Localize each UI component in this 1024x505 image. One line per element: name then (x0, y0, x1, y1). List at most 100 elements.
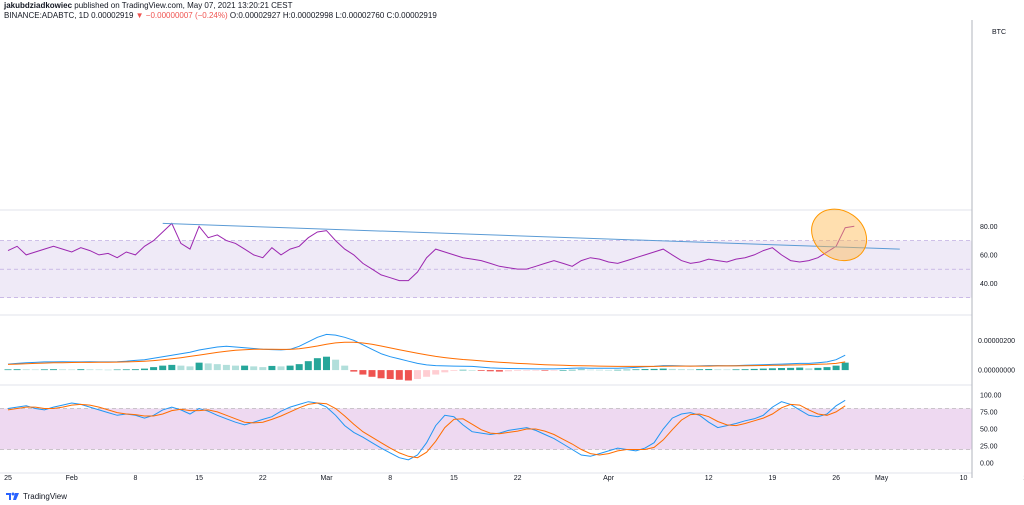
macd-histogram-bar (832, 365, 840, 371)
macd-histogram-bar (404, 370, 412, 381)
change-value: −0.00000007 (−0.24%) (145, 11, 228, 20)
macd-histogram-bar (286, 365, 294, 371)
macd-histogram-bar (778, 368, 785, 371)
highlight-ellipse (811, 208, 868, 262)
macd-histogram-bar (213, 364, 221, 371)
time-tick-label: 15 (450, 475, 458, 482)
time-tick-label: 25 (4, 475, 12, 482)
macd-histogram-bar (295, 364, 303, 371)
symbol-label: BINANCE:ADABTC, 1D (4, 11, 89, 20)
macd-histogram-bar (40, 369, 48, 371)
macd-histogram-bar (31, 369, 39, 371)
stoch-tick-label: 75.00 (980, 409, 998, 416)
low-label: L: (335, 11, 342, 20)
time-tick-label: 8 (133, 475, 137, 482)
macd-histogram-bar (450, 370, 458, 371)
publish-line: jakubdziadkowiec published on TradingVie… (4, 1, 292, 10)
macd-histogram-bar (705, 369, 713, 371)
macd-histogram-bar (659, 368, 667, 371)
macd-histogram-bar (523, 370, 531, 371)
time-tick-label: 19 (769, 475, 777, 482)
rsi-line (7, 222, 855, 282)
macd-histogram-bar (577, 369, 585, 371)
macd-histogram-bar (696, 369, 704, 371)
time-tick-label: Apr (603, 475, 615, 482)
time-tick-label: 12 (705, 475, 713, 482)
macd-histogram-bar (186, 366, 194, 371)
tradingview-logo[interactable]: TradingView (6, 492, 67, 501)
rsi-tick-label: 40.00 (980, 281, 998, 288)
macd-histogram-bar (596, 369, 603, 371)
macd-histogram-bar (259, 367, 267, 371)
time-tick-label: 8 (388, 475, 392, 482)
stoch-tick-label: 100.00 (980, 392, 1002, 399)
macd-histogram-bar (550, 370, 558, 371)
time-tick-label: 22 (259, 475, 267, 482)
macd-histogram-bar (113, 369, 121, 371)
macd-histogram-bar (750, 368, 758, 371)
macd-histogram-bar (77, 369, 85, 371)
last-price: 0.00002919 (91, 11, 134, 20)
macd-histogram-bar (59, 369, 67, 371)
macd-histogram-bar (4, 369, 12, 371)
macd-histogram-bar (605, 369, 613, 371)
macd-histogram-bar (650, 368, 658, 371)
macd-histogram-bar (668, 368, 676, 371)
macd-histogram-bar (687, 369, 694, 371)
stoch-tick-label: 50.00 (980, 427, 998, 434)
macd-histogram-bar (313, 358, 321, 371)
macd-histogram-bar (204, 363, 212, 371)
macd-histogram-bar (723, 369, 731, 371)
macd-histogram-bar (514, 370, 522, 371)
macd-histogram-bar (22, 369, 30, 371)
macd-histogram-bar (823, 367, 831, 371)
macd-histogram-bar (141, 368, 148, 371)
macd-histogram-bar (68, 369, 76, 371)
macd-histogram-bar (477, 370, 485, 371)
macd-histogram-bar (677, 369, 685, 371)
time-tick-label: Mar (320, 475, 333, 482)
tradingview-icon (6, 492, 19, 500)
macd-histogram-bar (414, 370, 421, 380)
stoch-tick-label: 0.00 (980, 461, 994, 468)
macd-histogram-bar (459, 369, 467, 371)
macd-histogram-bar (277, 366, 285, 371)
author-name[interactable]: jakubdziadkowiec (4, 1, 73, 10)
macd-histogram-bar (732, 369, 740, 371)
macd-histogram-bar (104, 369, 112, 371)
high-label: H: (282, 11, 291, 20)
macd-tick-label: 0.00000000 (978, 368, 1015, 375)
ohlc-line: BINANCE:ADABTC, 1D 0.00002919 ▼ −0.00000… (4, 11, 437, 20)
macd-histogram-bar (150, 367, 158, 371)
macd-histogram-bar (159, 365, 167, 371)
macd-histogram-bar (495, 370, 503, 372)
macd-histogram-bar (432, 370, 440, 375)
time-tick-label: Feb (66, 475, 78, 482)
macd-histogram-bar (614, 369, 622, 371)
rsi-trendline (162, 222, 900, 250)
open-label: O: (229, 11, 239, 20)
macd-histogram-bar (559, 370, 567, 371)
macd-histogram-bar (441, 370, 449, 373)
macd-histogram-bar (541, 370, 549, 371)
macd-histogram-bar (623, 369, 631, 371)
macd-histogram-bar (95, 369, 103, 371)
stoch-k-line (7, 399, 846, 461)
macd-line (7, 333, 846, 370)
macd-histogram-bar (222, 364, 230, 371)
published-text: published on TradingView.com, May 07, 20… (74, 1, 293, 10)
macd-histogram-bar (359, 370, 367, 375)
time-tick-label: 15 (195, 475, 203, 482)
macd-histogram-bar (386, 370, 394, 380)
macd-histogram-bar (714, 369, 722, 371)
macd-histogram-bar (586, 369, 594, 371)
close-value: 0.00002919 (394, 11, 437, 20)
rsi-tick-label: 80.00 (980, 224, 998, 231)
macd-histogram-bar (741, 369, 749, 371)
macd-histogram-bar (423, 370, 431, 377)
macd-histogram-bar (304, 361, 312, 371)
macd-histogram-bar (323, 356, 330, 371)
macd-histogram-bar (195, 362, 203, 371)
macd-histogram-bar (641, 369, 649, 371)
